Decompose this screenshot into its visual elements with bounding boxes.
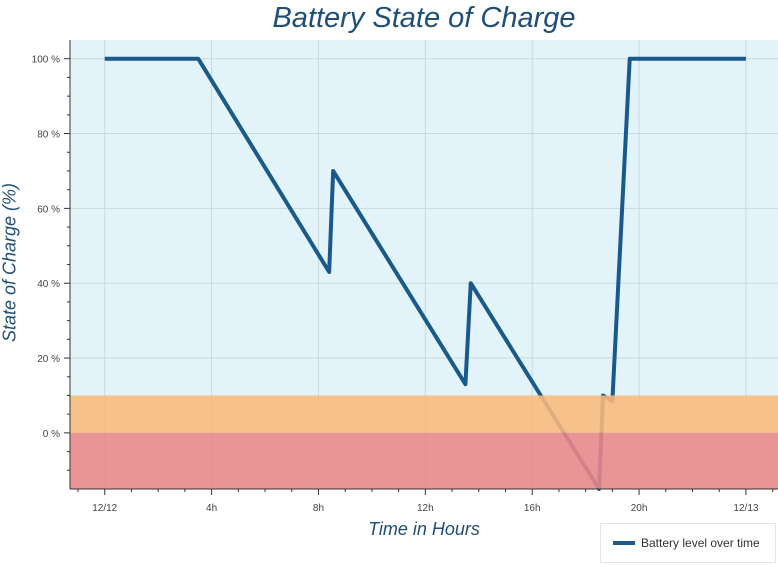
y-tick-label: 60 % <box>37 204 60 215</box>
y-axis-label: State of Charge (%) <box>0 182 20 343</box>
x-tick-label: 4h <box>206 503 217 514</box>
x-tick-label: 12/12 <box>92 503 117 514</box>
y-tick-label: 80 % <box>37 130 60 141</box>
y-tick-label: 0 % <box>43 429 60 440</box>
x-tick-label: 20h <box>631 503 648 514</box>
chart-title: Battery State of Charge <box>272 2 576 34</box>
legend-swatch <box>613 541 635 545</box>
x-axis-label: Time in Hours <box>368 519 480 539</box>
x-tick-label: 12/13 <box>733 503 758 514</box>
x-tick-label: 16h <box>524 503 541 514</box>
x-tick-label: 8h <box>313 503 324 514</box>
y-tick-label: 100 % <box>32 55 60 66</box>
y-tick-label: 40 % <box>37 279 60 290</box>
x-tick-label: 12h <box>417 503 434 514</box>
y-tick-label: 20 % <box>37 354 60 365</box>
legend: Battery level over time <box>600 523 776 563</box>
band-critical <box>70 432 778 489</box>
legend-label: Battery level over time <box>641 536 760 550</box>
series-line <box>104 56 746 491</box>
band-low <box>70 395 778 433</box>
